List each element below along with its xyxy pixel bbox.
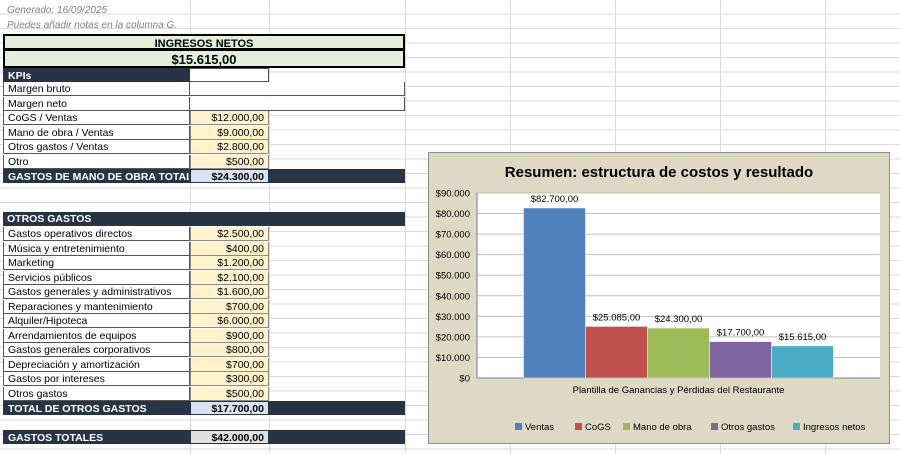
grand-total-value[interactable]: $42.000,00 <box>190 430 269 444</box>
legend-swatch <box>575 423 582 430</box>
expense-row-value[interactable]: $6.000,00 <box>190 314 269 328</box>
expense-row-label[interactable]: Música y entretenimiento <box>3 241 190 256</box>
expense-row-value[interactable]: $500,00 <box>190 386 269 401</box>
kpi-row-value[interactable]: $500,00 <box>190 154 269 169</box>
expense-row-value[interactable]: $1.600,00 <box>190 285 269 299</box>
kpi-row-value[interactable] <box>190 82 405 96</box>
other-expenses-header[interactable]: OTROS GASTOS <box>3 212 405 226</box>
other-expenses-total-label[interactable]: TOTAL DE OTROS GASTOS <box>3 401 190 415</box>
kpi-row-value[interactable]: $2.800,00 <box>190 140 269 154</box>
y-tick-label: $90.000 <box>436 189 470 200</box>
expense-row-value[interactable]: $800,00 <box>190 343 269 357</box>
bar-cogs <box>585 326 648 379</box>
y-tick-label: $80.000 <box>436 209 470 220</box>
legend-entry: Otros gastos <box>721 422 775 433</box>
expense-row-value[interactable]: $300,00 <box>190 372 269 386</box>
column-line <box>405 0 406 454</box>
generated-date[interactable]: Generado: 16/09/2025 <box>7 5 108 16</box>
chart-canvas: Resumen: estructura de costos y resultad… <box>436 164 880 433</box>
kpi-row-label[interactable]: Mano de obra / Ventas <box>3 125 190 140</box>
expense-row-label[interactable]: Depreciación y amortización <box>3 357 190 372</box>
bar-ingresos-netos <box>771 345 834 379</box>
legend-swatch <box>623 423 630 430</box>
expense-row-label[interactable]: Gastos generales corporativos <box>3 343 190 357</box>
x-axis-label: Plantilla de Ganancias y Pérdidas del Re… <box>573 385 785 396</box>
expense-row-label[interactable]: Servicios públicos <box>3 270 190 285</box>
expense-row-value[interactable]: $700,00 <box>190 299 269 314</box>
bar-ventas <box>523 207 586 379</box>
expense-row-label[interactable]: Otros gastos <box>3 386 190 401</box>
kpi-row-label[interactable]: Margen bruto <box>3 82 190 96</box>
net-income-title[interactable]: INGRESOS NETOS <box>3 34 405 50</box>
bar-data-label: $24.300,00 <box>655 314 703 325</box>
kpi-row-value[interactable]: $9.000,00 <box>190 125 269 140</box>
y-tick-label: $30.000 <box>436 312 470 323</box>
y-tick-label: $10.000 <box>436 353 470 364</box>
kpi-row-label[interactable]: Otro <box>3 154 190 169</box>
y-tick-label: $20.000 <box>436 332 470 343</box>
kpis-header-blank[interactable] <box>190 68 269 82</box>
expense-row-label[interactable]: Arrendamientos de equipos <box>3 328 190 343</box>
net-income-value[interactable]: $15.615,00 <box>3 49 405 68</box>
expense-row-label[interactable]: Gastos operativos directos <box>3 227 190 241</box>
expense-row-value[interactable]: $700,00 <box>190 357 269 372</box>
other-expenses-total-value[interactable]: $17.700,00 <box>190 401 269 415</box>
labor-total-label[interactable]: GASTOS DE MANO DE OBRA TOTALES <box>3 169 190 183</box>
expense-row-value[interactable]: $2.500,00 <box>190 227 269 241</box>
other-expenses-total-fill <box>269 401 405 415</box>
kpi-row-label[interactable]: Margen neto <box>3 96 190 111</box>
chart-title: Resumen: estructura de costos y resultad… <box>505 164 813 181</box>
kpi-row-label[interactable]: Otros gastos / Ventas <box>3 140 190 154</box>
legend-swatch <box>515 423 522 430</box>
legend-entry: Ingresos netos <box>803 422 866 433</box>
legend-swatch <box>793 423 800 430</box>
bar-data-label: $25.085,00 <box>593 312 641 323</box>
expense-row-label[interactable]: Marketing <box>3 256 190 270</box>
labor-total-fill <box>269 169 405 183</box>
expense-row-label[interactable]: Reparaciones y mantenimiento <box>3 299 190 314</box>
bar-data-label: $82.700,00 <box>531 194 579 205</box>
notes-hint[interactable]: Puedes añadir notas en la columna G. <box>7 20 178 31</box>
legend-entry: Mano de obra <box>633 422 692 433</box>
expense-row-value[interactable]: $900,00 <box>190 328 269 343</box>
grand-total-label[interactable]: GASTOS TOTALES <box>3 430 190 444</box>
bar-data-label: $17.700,00 <box>717 328 765 339</box>
y-tick-label: $50.000 <box>436 271 470 282</box>
expense-row-label[interactable]: Gastos por intereses <box>3 372 190 386</box>
kpi-row-label[interactable]: CoGS / Ventas <box>3 111 190 125</box>
bar-otros-gastos <box>709 341 772 379</box>
labor-total-value[interactable]: $24.300,00 <box>190 169 269 183</box>
y-tick-label: $60.000 <box>436 250 470 261</box>
expense-row-value[interactable]: $2.100,00 <box>190 270 269 285</box>
legend-entry: Ventas <box>525 422 554 433</box>
grand-total-fill <box>269 430 405 444</box>
expense-row-value[interactable]: $1.200,00 <box>190 256 269 270</box>
y-tick-label: $0 <box>459 374 470 385</box>
legend-entry: CoGS <box>585 422 611 433</box>
y-tick-label: $70.000 <box>436 230 470 241</box>
kpis-header[interactable]: KPIs <box>3 68 190 82</box>
legend-swatch <box>711 423 718 430</box>
bar-data-label: $15.615,00 <box>779 332 827 343</box>
bar-mano-de-obra <box>647 327 710 379</box>
expense-row-label[interactable]: Alquiler/Hipoteca <box>3 314 190 328</box>
kpi-row-value[interactable] <box>190 96 405 111</box>
kpi-row-value[interactable]: $12.000,00 <box>190 111 269 125</box>
y-tick-label: $40.000 <box>436 291 470 302</box>
summary-chart[interactable]: Resumen: estructura de costos y resultad… <box>428 152 890 444</box>
expense-row-value[interactable]: $400,00 <box>190 241 269 256</box>
expense-row-label[interactable]: Gastos generales y administrativos <box>3 285 190 299</box>
column-line <box>269 0 270 454</box>
